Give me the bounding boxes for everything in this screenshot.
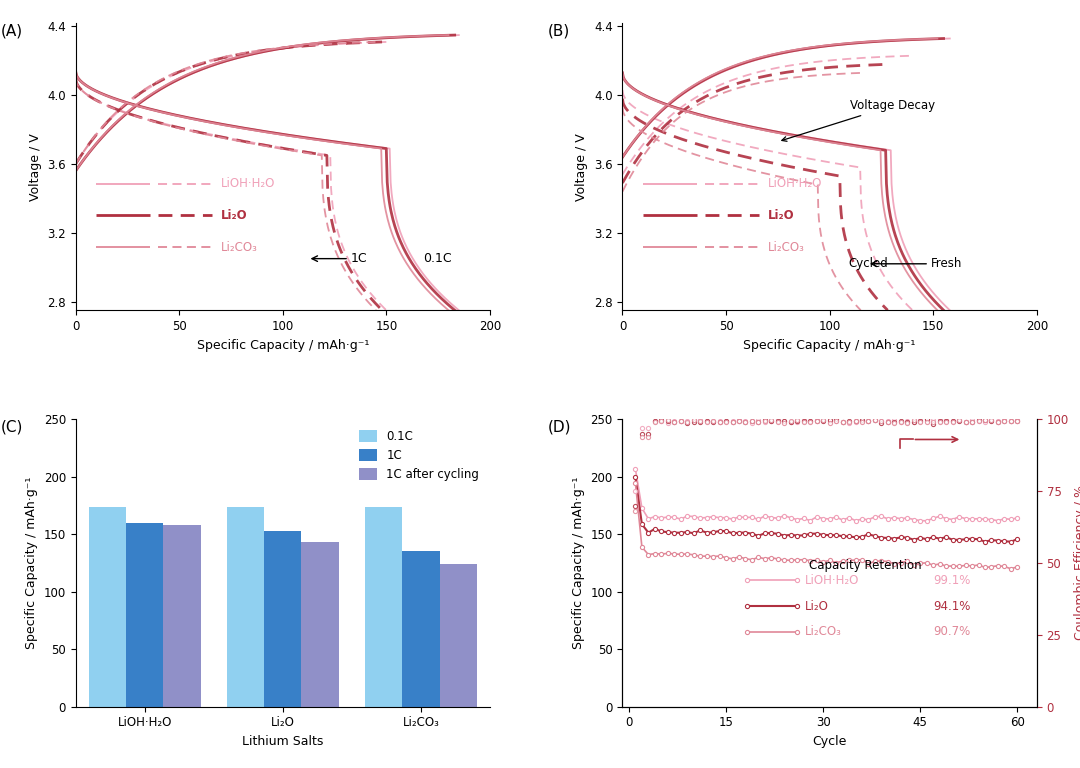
Bar	[265, 531, 301, 707]
Bar	[89, 507, 126, 707]
Text: 0.1C: 0.1C	[423, 252, 453, 265]
Bar	[402, 551, 440, 707]
Legend: 0.1C, 1C, 1C after cycling: 0.1C, 1C, 1C after cycling	[354, 425, 484, 485]
Text: LiOH·H₂O: LiOH·H₂O	[220, 177, 275, 190]
Text: 90.7%: 90.7%	[933, 625, 971, 638]
Text: Li₂CO₃: Li₂CO₃	[805, 625, 841, 638]
X-axis label: Specific Capacity / mAh·g⁻¹: Specific Capacity / mAh·g⁻¹	[197, 339, 369, 352]
Text: (A): (A)	[1, 23, 23, 38]
Text: 94.1%: 94.1%	[933, 600, 971, 613]
Y-axis label: Coulombic Efficiency / %: Coulombic Efficiency / %	[1075, 485, 1080, 641]
Text: Li₂O: Li₂O	[768, 209, 794, 222]
Bar	[126, 523, 163, 707]
Y-axis label: Specific Capacity / mAh·g⁻¹: Specific Capacity / mAh·g⁻¹	[572, 477, 585, 649]
Bar	[301, 542, 339, 707]
Text: Cycled: Cycled	[848, 257, 888, 270]
Text: Li₂O: Li₂O	[805, 600, 828, 613]
Y-axis label: Voltage / V: Voltage / V	[28, 133, 41, 200]
Bar	[163, 525, 201, 707]
Text: Li₂CO₃: Li₂CO₃	[220, 240, 257, 253]
Bar	[227, 507, 265, 707]
Bar	[440, 564, 476, 707]
Text: 1C: 1C	[351, 252, 368, 265]
Text: Capacity Retention: Capacity Retention	[809, 559, 921, 572]
Text: Li₂CO₃: Li₂CO₃	[768, 240, 805, 253]
Y-axis label: Voltage / V: Voltage / V	[576, 133, 589, 200]
Text: LiOH·H₂O: LiOH·H₂O	[768, 177, 822, 190]
Y-axis label: Specific Capacity / mAh·g⁻¹: Specific Capacity / mAh·g⁻¹	[25, 477, 38, 649]
X-axis label: Lithium Salts: Lithium Salts	[242, 735, 323, 748]
Text: Li₂O: Li₂O	[220, 209, 247, 222]
Text: 99.1%: 99.1%	[933, 574, 971, 587]
Text: (D): (D)	[548, 419, 571, 435]
Text: (B): (B)	[548, 23, 570, 38]
Text: (C): (C)	[1, 419, 24, 435]
X-axis label: Cycle: Cycle	[812, 735, 847, 748]
Text: LiOH·H₂O: LiOH·H₂O	[805, 574, 860, 587]
Bar	[365, 507, 402, 707]
X-axis label: Specific Capacity / mAh·g⁻¹: Specific Capacity / mAh·g⁻¹	[743, 339, 916, 352]
Text: Fresh: Fresh	[931, 257, 962, 270]
Text: Voltage Decay: Voltage Decay	[782, 99, 935, 141]
